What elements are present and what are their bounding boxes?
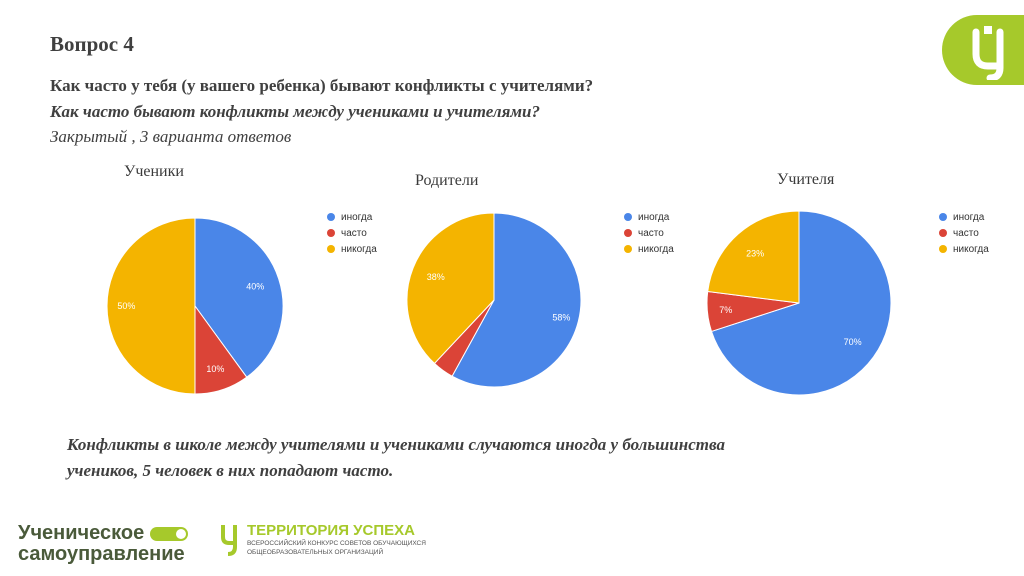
legend-item-sometimes: иногда	[624, 209, 674, 225]
pie-chart-teachers: 70% 7% 23%	[706, 210, 892, 396]
pie-label-never: 23%	[746, 248, 764, 258]
toggle-icon	[150, 526, 189, 541]
pie-slice-sometimes	[710, 210, 892, 396]
pie-label-never: 38%	[427, 272, 445, 282]
chart-title-students: Ученики	[124, 163, 184, 180]
legend-item-never: никогда	[939, 241, 989, 257]
legend-item-often: часто	[939, 225, 989, 241]
legend-item-often: часто	[624, 225, 674, 241]
pie-slice-never	[406, 212, 495, 365]
pie-slice-sometimes	[451, 212, 582, 388]
question-type-text: Закрытый , 3 варианта ответов	[50, 127, 292, 146]
legend-label: часто	[638, 227, 664, 239]
pie-chart-students: 40% 10% 50%	[106, 217, 284, 395]
footer-right-title: ТЕРРИТОРИЯ УСПЕХА	[247, 522, 415, 539]
legend-label: иногда	[953, 211, 985, 223]
legend-dot-icon	[327, 229, 335, 237]
legend-teachers: иногда часто никогда	[939, 209, 989, 257]
question-alt-text: Как часто бывают конфликты между ученика…	[50, 102, 540, 121]
legend-dot-icon	[939, 245, 947, 253]
legend-label: часто	[953, 227, 979, 239]
footer-logo-student-council: Ученическое самоуправление	[18, 522, 189, 566]
legend-item-never: никогда	[327, 241, 377, 257]
brand-y-logo-icon	[972, 26, 1004, 80]
footer-left-line-1: Ученическое	[18, 522, 145, 544]
legend-dot-icon	[624, 245, 632, 253]
legend-dot-icon	[327, 245, 335, 253]
legend-item-never: никогда	[624, 241, 674, 257]
legend-item-sometimes: иногда	[327, 209, 377, 225]
legend-label: иногда	[341, 211, 373, 223]
pie-label-often: 7%	[719, 305, 732, 315]
pie-slice-never	[707, 210, 800, 304]
legend-label: никогда	[953, 243, 989, 255]
conclusion-line-2: учеников, 5 человек в них попадают часто…	[67, 461, 394, 480]
pie-slice-sometimes	[194, 217, 284, 378]
legend-label: никогда	[638, 243, 674, 255]
conclusion-line-1: Конфликты в школе между учителями и учен…	[67, 435, 725, 454]
pie-slice-never	[106, 217, 196, 395]
legend-label: никогда	[341, 243, 377, 255]
footer-right-sub-1: ВСЕРОССИЙСКИЙ КОНКУРС СОВЕТОВ ОБУЧАЮЩИХС…	[247, 540, 426, 547]
pie-label-never: 50%	[117, 301, 135, 311]
footer-left-line-2: самоуправление	[18, 543, 185, 565]
pie-label-often: 10%	[206, 364, 224, 374]
footer-right-sub-2: ОБЩЕОБРАЗОВАТЕЛЬНЫХ ОРГАНИЗАЦИЙ	[247, 549, 384, 556]
brand-logo-notch	[984, 26, 992, 34]
pie-label-sometimes: 40%	[246, 281, 264, 291]
brand-logo-badge	[942, 15, 1024, 85]
legend-dot-icon	[624, 229, 632, 237]
legend-item-often: часто	[327, 225, 377, 241]
question-text: Как часто у тебя (у вашего ребенка) быва…	[50, 76, 594, 95]
legend-dot-icon	[624, 213, 632, 221]
legend-students: иногда часто никогда	[327, 209, 377, 257]
legend-item-sometimes: иногда	[939, 209, 989, 225]
conclusion-text: Конфликты в школе между учителями и учен…	[67, 432, 947, 484]
pie-label-sometimes: 58%	[552, 312, 570, 322]
legend-label: иногда	[638, 211, 670, 223]
pie-label-sometimes: 70%	[844, 337, 862, 347]
legend-parents: иногда часто никогда	[624, 209, 674, 257]
legend-label: часто	[341, 227, 367, 239]
legend-dot-icon	[939, 229, 947, 237]
chart-title-parents: Родители	[415, 172, 479, 189]
territory-y-icon	[221, 525, 237, 556]
legend-dot-icon	[327, 213, 335, 221]
legend-dot-icon	[939, 213, 947, 221]
footer-logo-territory: ТЕРРИТОРИЯ УСПЕХА ВСЕРОССИЙСКИЙ КОНКУРС …	[219, 522, 426, 558]
page-title: Вопрос 4	[50, 32, 134, 56]
chart-title-teachers: Учителя	[777, 171, 835, 188]
pie-chart-parents: 58% 38%	[406, 212, 582, 388]
